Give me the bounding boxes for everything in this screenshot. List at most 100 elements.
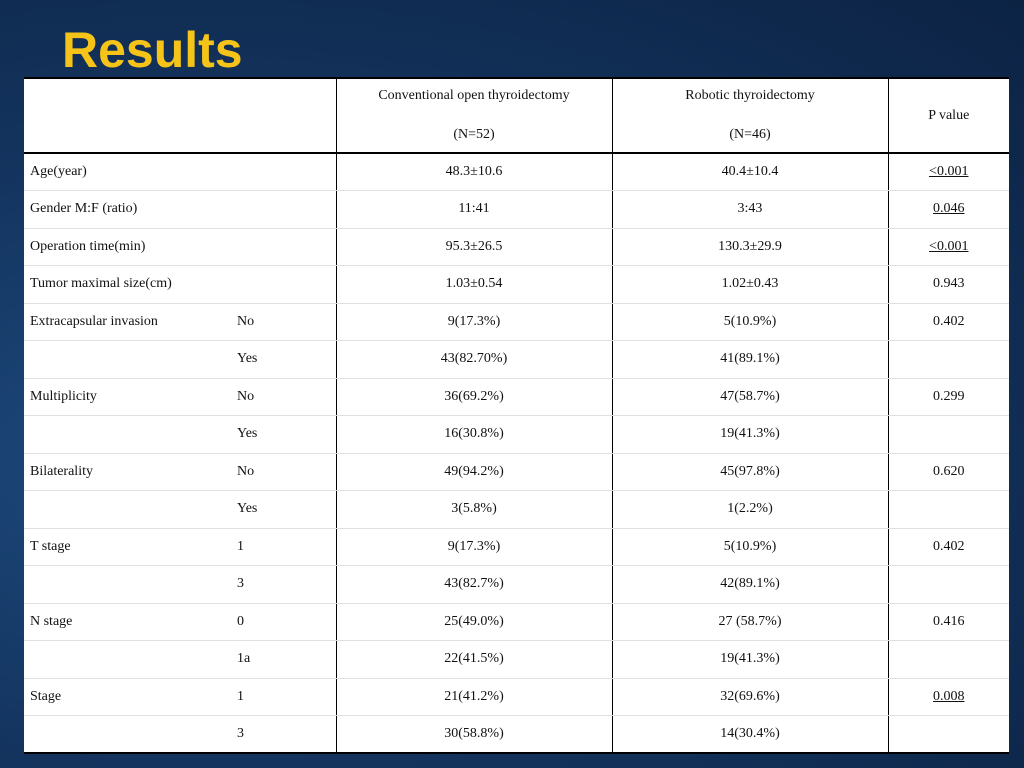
slide-title: Results (62, 22, 243, 78)
table-header-row: Conventional open thyroidectomy (N=52) R… (24, 78, 1009, 154)
p-value-text: 0.299 (933, 388, 965, 404)
table-row: Multiplicity No 36(69.2%) 47(58.7%) 0.299 (24, 378, 1009, 416)
robotic-value: 27 (58.7%) (611, 603, 888, 641)
header-conventional-name: Conventional open thyroidectomy (378, 88, 570, 103)
row-label: Bilaterality (24, 453, 231, 491)
row-sublabel: 0 (231, 603, 336, 641)
table-row: Operation time(min) 95.3±26.5 130.3±29.9 <0… (24, 228, 1009, 266)
p-value: 0.299 (887, 378, 1009, 416)
p-value: 0.008 (887, 678, 1009, 716)
table-row: Gender M:F (ratio) 11:41 3:43 0.046 (24, 190, 1009, 229)
table-row: Yes 3(5.8%) 1(2.2%) (24, 490, 1009, 529)
row-sublabel: 3 (237, 726, 244, 741)
row-label: Multiplicity (24, 378, 231, 416)
conventional-value: 22(41.5%) (335, 640, 612, 679)
conventional-value: 11:41 (335, 190, 612, 229)
row-label (24, 716, 231, 754)
row-sublabel: Yes (231, 490, 336, 529)
conventional-value: 3(5.8%) (335, 490, 612, 529)
robotic-value: 47(58.7%) (611, 378, 888, 416)
conventional-value: 36(69.2%) (335, 378, 612, 416)
row-label: Operation time(min) (24, 228, 336, 266)
table-body: Age(year) 48.3±10.6 40.4±10.4 <0.001 Gender … (24, 153, 1009, 753)
row-sublabel: 1 (231, 528, 336, 566)
header-robotic-n: (N=46) (729, 127, 771, 142)
p-value-text: 0.620 (933, 463, 965, 479)
p-value-text: 0.402 (933, 538, 965, 554)
results-table: Conventional open thyroidectomy (N=52) R… (24, 77, 1009, 754)
table-row: 3 30(58.8%) 14(30.4%) (24, 715, 1009, 754)
row-label: Stage (24, 678, 231, 716)
p-value (887, 340, 1009, 379)
header-robotic: Robotic thyroidectomy (N=46) (611, 78, 888, 154)
robotic-value: 14(30.4%) (611, 715, 888, 753)
row-label: Gender M:F (ratio) (24, 190, 336, 229)
robotic-value: 45(97.8%) (611, 453, 888, 491)
robotic-value: 130.3±29.9 (611, 228, 888, 266)
row-sublabel: 1 (231, 678, 336, 716)
row-sublabel: No (231, 303, 336, 341)
row-label: T stage (24, 528, 231, 566)
conventional-value: 16(30.8%) (335, 415, 612, 454)
p-value: 0.402 (887, 528, 1009, 566)
table-row: N stage 0 25(49.0%) 27 (58.7%) 0.416 (24, 603, 1009, 641)
conventional-value: 21(41.2%) (335, 678, 612, 716)
p-value: 0.943 (887, 265, 1009, 304)
row-sublabel: Yes (231, 340, 336, 379)
robotic-value: 40.4±10.4 (611, 153, 888, 191)
robotic-value: 1(2.2%) (611, 490, 888, 529)
table-row: 3 43(82.7%) 42(89.1%) (24, 565, 1009, 604)
robotic-value: 19(41.3%) (611, 640, 888, 679)
row-sublabel: 1a (231, 640, 336, 679)
robotic-value: 41(89.1%) (611, 340, 888, 379)
p-value-text: 0.046 (933, 201, 965, 217)
table-row: Stage 1 21(41.2%) 32(69.6%) 0.008 (24, 678, 1009, 716)
p-value (887, 415, 1009, 454)
table-row: Extracapsular invasion No 9(17.3%) 5(10.9%)… (24, 303, 1009, 341)
table-row: Bilaterality No 49(94.2%) 45(97.8%) 0.620 (24, 453, 1009, 491)
table-row: Yes 16(30.8%) 19(41.3%) (24, 415, 1009, 454)
p-value: 0.046 (887, 190, 1009, 229)
header-p-value: P value (887, 78, 1009, 154)
header-conventional: Conventional open thyroidectomy (N=52) (335, 78, 612, 154)
conventional-value: 1.03±0.54 (335, 265, 612, 304)
robotic-value: 5(10.9%) (611, 303, 888, 341)
table-row: Tumor maximal size(cm) 1.03±0.54 1.02±0.43… (24, 265, 1009, 304)
p-value-text: 0.008 (933, 688, 965, 704)
p-value (887, 715, 1009, 753)
p-value-text: 0.943 (933, 276, 965, 292)
row-label (24, 490, 231, 529)
robotic-value: 42(89.1%) (611, 565, 888, 604)
table-row: Yes 43(82.70%) 41(89.1%) (24, 340, 1009, 379)
row-sublabel: 3 (231, 565, 336, 604)
p-value-text: <0.001 (929, 238, 969, 254)
conventional-value: 43(82.70%) (335, 340, 612, 379)
row-sublabel: Yes (231, 415, 336, 454)
header-robotic-name: Robotic thyroidectomy (685, 88, 815, 103)
conventional-value: 9(17.3%) (335, 303, 612, 341)
p-value: <0.001 (887, 228, 1009, 266)
robotic-value: 32(69.6%) (611, 678, 888, 716)
p-value (887, 490, 1009, 529)
conventional-value: 49(94.2%) (335, 453, 612, 491)
p-value: 0.402 (887, 303, 1009, 341)
row-sublabel: No (231, 453, 336, 491)
p-value-text: 0.416 (933, 613, 965, 629)
row-label: Age(year) (24, 153, 336, 191)
header-conventional-n: (N=52) (453, 127, 495, 142)
conventional-value: 25(49.0%) (335, 603, 612, 641)
row-label: Extracapsular invasion (24, 303, 231, 341)
row-label (24, 565, 231, 604)
p-value-text: <0.001 (929, 164, 969, 179)
conventional-value: 43(82.7%) (335, 565, 612, 604)
p-value (887, 640, 1009, 679)
row-label (24, 415, 231, 454)
p-value-text: 0.402 (933, 313, 965, 329)
p-value (887, 565, 1009, 604)
p-value: 0.620 (887, 453, 1009, 491)
robotic-value: 19(41.3%) (611, 415, 888, 454)
p-value: 0.416 (887, 603, 1009, 641)
p-value: <0.001 (887, 153, 1009, 191)
table-row: 1a 22(41.5%) 19(41.3%) (24, 640, 1009, 679)
conventional-value: 9(17.3%) (335, 528, 612, 566)
